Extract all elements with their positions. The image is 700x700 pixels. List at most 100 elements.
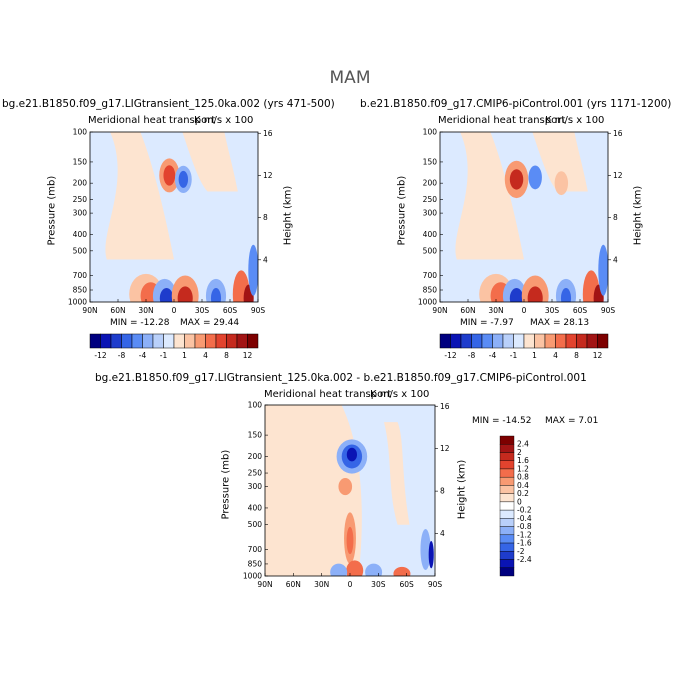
colorbar-swatch: [194, 333, 206, 349]
contour-blob: [393, 566, 411, 576]
x-tick-label: 90N: [257, 580, 272, 589]
y-tick-label: 1000: [243, 572, 262, 581]
colorbar-swatch: [450, 333, 462, 349]
colorbar-label: 2: [517, 448, 522, 457]
colorbar-swatch: [523, 333, 535, 349]
colorbar-swatch: [499, 444, 515, 453]
panel-diff-plot-title: Meridional heat transport: [264, 389, 392, 400]
panel-b-ylabel: Pressure (mb): [396, 175, 408, 246]
y-tick-label: 200: [73, 179, 88, 188]
y2-tick-label: 8: [263, 213, 268, 222]
contour-blob: [346, 526, 354, 555]
x-tick-label: 90S: [601, 306, 616, 315]
colorbar-swatch: [499, 485, 515, 494]
panel-a-max: MAX = 29.44: [180, 318, 240, 328]
panel-b-heatmap: 90N 60N 30N 0 30S 60S 90S 100 150 200 250 300 400 500…: [418, 128, 623, 316]
colorbar-swatch: [131, 333, 143, 349]
colorbar-label: -1.6: [517, 539, 532, 548]
colorbar-label: 12: [593, 351, 603, 360]
y2-tick-label: 16: [613, 129, 623, 138]
colorbar-swatch: [226, 333, 238, 349]
y2-tick-label: 4: [613, 255, 618, 264]
colorbar-label: -2: [517, 547, 525, 556]
panel-diff-ylabel: Pressure (mb): [220, 449, 232, 520]
colorbar-label: -0.2: [517, 506, 532, 515]
colorbar-swatch: [471, 333, 483, 349]
colorbar-swatch: [110, 333, 122, 349]
colorbar-label: -2.4: [517, 555, 532, 564]
colorbar-label: -12: [94, 351, 106, 360]
y-tick-label: 100: [73, 128, 88, 137]
x-tick-label: 30N: [314, 580, 329, 589]
panel-b-min: MIN = -7.97: [460, 318, 514, 328]
colorbar-swatch: [597, 333, 609, 349]
y2-tick-label: 4: [263, 255, 268, 264]
colorbar-swatch: [499, 460, 515, 470]
positive-region: [455, 132, 524, 260]
x-tick-label: 60S: [400, 580, 415, 589]
contour-blob: [560, 288, 572, 302]
y-tick-label: 1000: [418, 298, 437, 307]
colorbar-label: 4: [203, 351, 208, 360]
colorbar-label: -0.4: [517, 514, 532, 523]
panel-a-run-title: bg.e21.B1850.f09_g17.LIGtransient_125.0k…: [2, 98, 335, 110]
colorbar-swatch: [89, 333, 101, 349]
y-tick-label: 100: [423, 128, 438, 137]
x-tick-label: 90S: [428, 580, 443, 589]
colorbar-swatch: [499, 526, 515, 536]
positive-region: [384, 422, 410, 525]
colorbar-label: -4: [489, 351, 497, 360]
contour-blob: [598, 244, 608, 296]
y-tick-label: 250: [73, 195, 88, 204]
colorbar-swatch: [152, 333, 164, 349]
colorbar-label: -1.2: [517, 530, 532, 539]
colorbar-label: -4: [139, 351, 147, 360]
x-tick-label: 60N: [460, 306, 475, 315]
colorbar-swatch: [142, 333, 154, 349]
x-tick-label: 90N: [82, 306, 97, 315]
colorbar-swatch: [215, 333, 227, 349]
colorbar-swatch: [502, 333, 514, 349]
contour-blob: [177, 286, 193, 302]
contour-blob: [330, 563, 348, 576]
x-tick-label: 0: [348, 580, 353, 589]
colorbar-label: 0.8: [517, 473, 529, 482]
y2-tick-label: 4: [440, 529, 445, 538]
y-tick-label: 300: [248, 482, 263, 491]
figure-title: MAM: [329, 68, 371, 88]
y-tick-label: 500: [248, 520, 263, 529]
x-tick-label: 60N: [110, 306, 125, 315]
y-tick-label: 300: [423, 209, 438, 218]
y-tick-label: 850: [248, 559, 263, 568]
panel-b-colorbar: -12 -8 -4 -1 1 4 8 12: [439, 333, 609, 360]
contour-blob: [428, 540, 434, 569]
y2-tick-label: 16: [263, 129, 273, 138]
y-tick-label: 150: [73, 157, 88, 166]
colorbar-swatch: [499, 493, 515, 503]
y-tick-label: 700: [73, 271, 88, 280]
positive-region: [105, 132, 174, 260]
panel-a-ylabel: Pressure (mb): [46, 175, 58, 246]
y-tick-label: 400: [423, 230, 438, 239]
y2-tick-label: 8: [440, 487, 445, 496]
contour-blob: [159, 288, 174, 302]
contour-blob: [163, 165, 176, 186]
panel-diff-colorbar: 2.421.61.20.80.40.20-0.2-0.4-0.8-1.2-1.6…: [499, 435, 532, 577]
panel-diff-run-title: bg.e21.B1850.f09_g17.LIGtransient_125.0k…: [95, 372, 587, 384]
colorbar-swatch: [499, 567, 515, 577]
colorbar-label: 1.2: [517, 464, 529, 473]
colorbar-swatch: [499, 509, 515, 519]
panel-a-heatmap: 90N 60N 30N 0 30S 60S 90S 100 150 200 250 300 400 500…: [68, 128, 273, 316]
y-tick-label: 200: [248, 452, 263, 461]
colorbar-label: 8: [574, 351, 579, 360]
contour-blob: [210, 288, 222, 302]
panel-a-y2label: Height (km): [282, 185, 294, 246]
y-tick-label: 850: [73, 286, 88, 295]
colorbar-swatch: [499, 501, 515, 511]
y-tick-label: 100: [248, 401, 263, 410]
positive-region: [532, 132, 588, 192]
colorbar-label: -1: [160, 351, 168, 360]
colorbar-label: 2.4: [517, 440, 529, 449]
panel-diff-min: MIN = -14.52: [472, 416, 532, 426]
x-tick-label: 90S: [251, 306, 266, 315]
